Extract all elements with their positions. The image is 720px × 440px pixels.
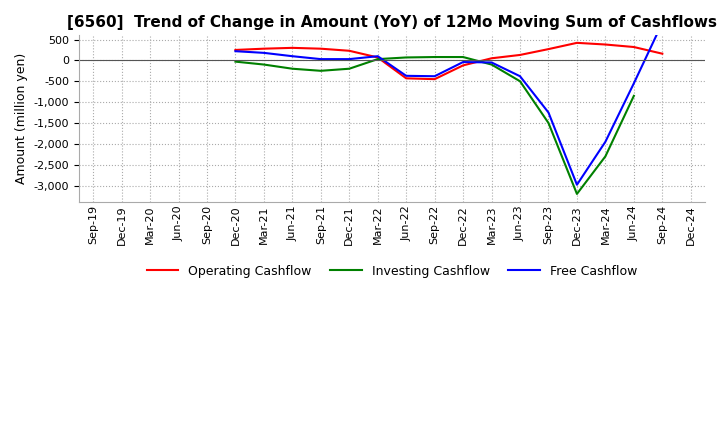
Free Cashflow	[288, 54, 297, 59]
Free Cashflow	[487, 60, 496, 65]
Free Cashflow	[345, 56, 354, 62]
Investing Cashflow	[601, 154, 610, 159]
Investing Cashflow	[487, 62, 496, 67]
Operating Cashflow	[487, 55, 496, 61]
Investing Cashflow	[572, 191, 581, 197]
Free Cashflow	[572, 182, 581, 187]
Operating Cashflow	[260, 46, 269, 51]
Free Cashflow	[629, 81, 638, 86]
Legend: Operating Cashflow, Investing Cashflow, Free Cashflow: Operating Cashflow, Investing Cashflow, …	[142, 260, 642, 283]
Operating Cashflow	[374, 55, 382, 60]
Title: [6560]  Trend of Change in Amount (YoY) of 12Mo Moving Sum of Cashflows: [6560] Trend of Change in Amount (YoY) o…	[67, 15, 717, 30]
Investing Cashflow	[374, 56, 382, 62]
Operating Cashflow	[601, 42, 610, 47]
Investing Cashflow	[317, 68, 325, 73]
Free Cashflow	[516, 73, 524, 79]
Investing Cashflow	[288, 66, 297, 71]
Free Cashflow	[601, 139, 610, 144]
Free Cashflow	[317, 56, 325, 62]
Free Cashflow	[374, 54, 382, 59]
Free Cashflow	[260, 50, 269, 55]
Investing Cashflow	[260, 62, 269, 67]
Operating Cashflow	[231, 48, 240, 53]
Free Cashflow	[544, 110, 553, 115]
Operating Cashflow	[459, 63, 467, 68]
Operating Cashflow	[431, 77, 439, 82]
Investing Cashflow	[544, 120, 553, 125]
Operating Cashflow	[402, 76, 410, 81]
Investing Cashflow	[459, 55, 467, 60]
Free Cashflow	[658, 20, 667, 26]
Operating Cashflow	[516, 52, 524, 58]
Operating Cashflow	[572, 40, 581, 45]
Operating Cashflow	[658, 51, 667, 56]
Operating Cashflow	[288, 45, 297, 51]
Y-axis label: Amount (million yen): Amount (million yen)	[15, 53, 28, 184]
Investing Cashflow	[345, 66, 354, 71]
Line: Operating Cashflow: Operating Cashflow	[235, 43, 662, 79]
Investing Cashflow	[231, 59, 240, 64]
Investing Cashflow	[431, 55, 439, 60]
Operating Cashflow	[629, 44, 638, 50]
Investing Cashflow	[629, 93, 638, 99]
Investing Cashflow	[516, 79, 524, 84]
Operating Cashflow	[544, 47, 553, 52]
Line: Investing Cashflow: Investing Cashflow	[235, 57, 634, 194]
Operating Cashflow	[345, 48, 354, 53]
Operating Cashflow	[317, 46, 325, 51]
Line: Free Cashflow: Free Cashflow	[235, 23, 662, 185]
Free Cashflow	[231, 48, 240, 54]
Free Cashflow	[402, 73, 410, 78]
Free Cashflow	[431, 73, 439, 79]
Investing Cashflow	[402, 55, 410, 60]
Free Cashflow	[459, 59, 467, 65]
